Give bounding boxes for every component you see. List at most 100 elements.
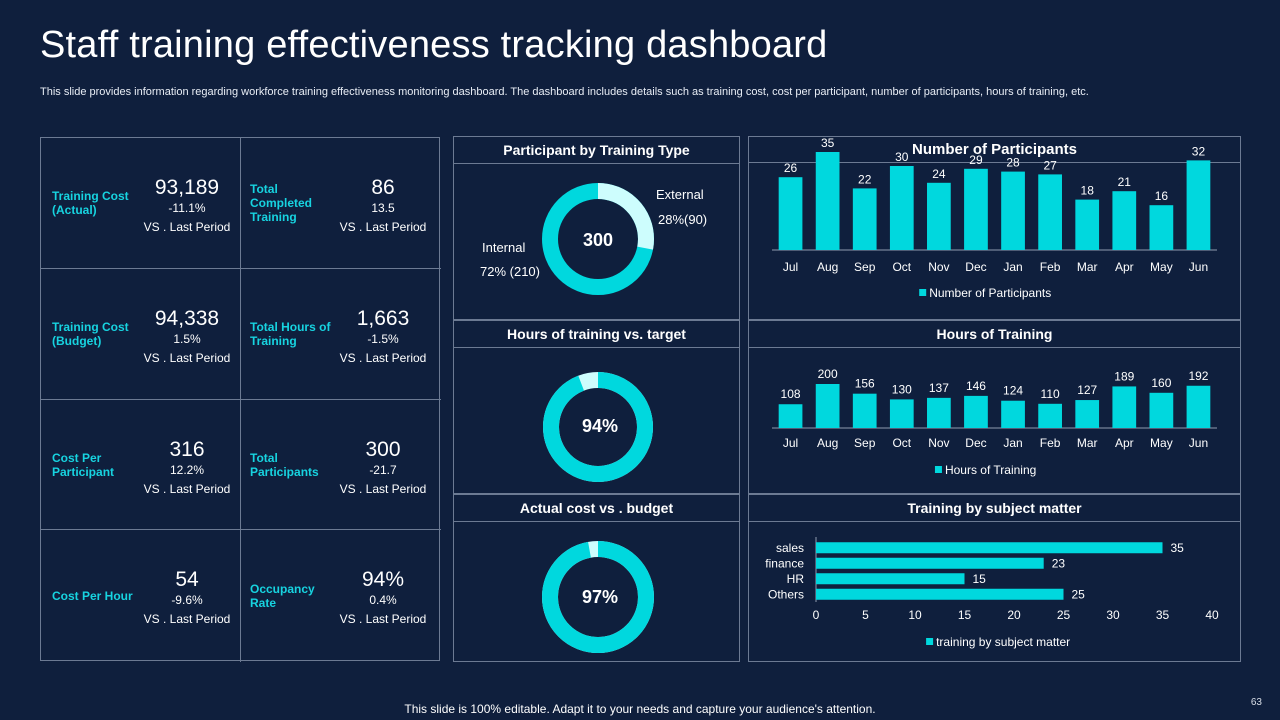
bar (852, 393, 877, 428)
tick-label: May (1150, 260, 1173, 274)
kpi-comparison: VS . Last Period (143, 220, 231, 234)
bar (778, 177, 803, 250)
cost-donut-panel: Actual cost vs . budget 97% (453, 494, 740, 662)
kpi-change: 13.5 (371, 201, 395, 215)
footer-note: This slide is 100% editable. Adapt it to… (404, 702, 876, 716)
internal-label: Internal (482, 240, 525, 255)
kpi-value: 316 (169, 438, 205, 461)
kpi-change: 1.5% (173, 332, 201, 346)
legend-swatch (934, 466, 942, 473)
kpi-change: -21.7 (369, 463, 397, 477)
subject-chart-panel: Training by subject matter 35 sales 23 fina… (748, 494, 1241, 662)
tick-label: May (1150, 436, 1173, 450)
bar (1075, 199, 1100, 250)
bar (1038, 174, 1062, 250)
internal-value: 72% (210) (480, 264, 540, 279)
data-label: 127 (1077, 383, 1097, 397)
data-label: 130 (892, 382, 912, 396)
kpi-comparison: VS . Last Period (339, 351, 427, 365)
hours-chart-panel: Hours of Training 108 Jul 200 Aug 156 Sep 130 O… (748, 320, 1241, 494)
bar (927, 182, 951, 250)
kpi-grid: Training Cost (Actual) 93,189 -11.1% VS … (40, 137, 441, 662)
data-label: 24 (932, 167, 946, 181)
bar (1075, 400, 1100, 428)
hours-bar-chart: 108 Jul 200 Aug 156 Sep 130 Oct 137 Nov 146 Dec 124 J… (772, 367, 1217, 477)
bar (1112, 191, 1137, 250)
donut-progress-segment (543, 372, 653, 482)
kpi-label: Cost Per Hour (52, 589, 133, 603)
legend-label: training by subject matter (936, 635, 1070, 649)
category-label: finance (765, 556, 804, 570)
participant-donut-panel: Participant by Training Type 300 Externa… (453, 136, 740, 320)
tick-label: 40 (1205, 608, 1219, 622)
kpi-label: Cost Per Participant (52, 450, 115, 479)
bar (816, 573, 965, 585)
bar (852, 188, 877, 250)
participants-chart-panel: Number of Participants 26 Jul 35 Aug 22 Sep 30… (748, 136, 1241, 320)
tick-label: 35 (1156, 608, 1170, 622)
kpi-comparison: VS . Last Period (143, 351, 231, 365)
kpi-cost-per-participant: Cost Per Participant 316 12.2% VS . Last… (41, 400, 241, 530)
category-label: HR (787, 572, 805, 586)
kpi-value: 94,338 (154, 307, 220, 330)
kpi-total-participants: Total Participants 300 -21.7 VS . Last P… (241, 400, 441, 530)
tick-label: Apr (1115, 260, 1134, 274)
panel-title: Training by subject matter (749, 495, 1240, 522)
panel-title: Participant by Training Type (454, 137, 739, 164)
external-value: 28%(90) (658, 212, 707, 227)
tick-label: Mar (1077, 260, 1098, 274)
bar (964, 168, 988, 250)
tick-label: Aug (817, 260, 838, 274)
data-label: 26 (784, 161, 798, 175)
bar (964, 395, 988, 428)
bar (816, 588, 1064, 600)
tick-label: 0 (813, 608, 820, 622)
tick-label: Nov (928, 260, 949, 274)
kpi-occupancy-rate: Occupancy Rate 94% 0.4% VS . Last Period (241, 530, 441, 662)
donut-external-segment (542, 183, 654, 295)
legend-swatch (919, 289, 927, 296)
bar (1038, 403, 1062, 428)
hours-donut-chart: 94% (543, 372, 653, 482)
data-label: 22 (858, 172, 872, 186)
kpi-change: 12.2% (169, 463, 205, 477)
data-label: 110 (1041, 387, 1060, 401)
kpi-value: 94% (361, 568, 405, 591)
external-label: External (656, 187, 704, 202)
bar (1001, 171, 1025, 250)
data-label: 30 (895, 150, 909, 164)
participants-bar-chart: 26 Jul 35 Aug 22 Sep 30 Oct 24 Nov 29 Dec 28 Jan 27 Feb… (772, 137, 1217, 300)
kpi-value: 86 (371, 176, 395, 199)
hours-donut-panel: Hours of training vs. target 94% (453, 320, 740, 494)
kpi-training-cost-budget: Training Cost (Budget) 94,338 1.5% VS . … (41, 269, 241, 400)
bar (1149, 392, 1174, 428)
bar (1186, 160, 1211, 250)
cost-donut-chart: 97% (542, 541, 654, 653)
page-subtitle: This slide provides information regardin… (40, 86, 1089, 98)
donut-center-value: 300 (583, 230, 613, 250)
bar (1112, 386, 1137, 428)
tick-label: Apr (1115, 436, 1134, 450)
page-title: Staff training effectiveness tracking da… (40, 24, 828, 66)
bar (1001, 400, 1025, 428)
subject-bar-chart: 35 sales 23 finance 15 HR 25 Others 0 5 10 15 20 25 30… (765, 537, 1219, 649)
legend-label: Hours of Training (945, 463, 1036, 477)
kpi-comparison: VS . Last Period (143, 482, 231, 496)
kpi-training-cost-actual: Training Cost (Actual) 93,189 -11.1% VS … (41, 138, 241, 269)
kpi-comparison: VS . Last Period (143, 612, 231, 626)
tick-label: Jul (783, 436, 798, 450)
kpi-label: Total Completed Training (250, 182, 313, 224)
tick-label: Oct (892, 260, 911, 274)
kpi-total-completed-training: Total Completed Training 86 13.5 VS . La… (241, 138, 441, 269)
kpi-value: 1,663 (356, 307, 410, 330)
legend-label: Number of Participants (929, 286, 1051, 300)
tick-label: Jan (1003, 436, 1022, 450)
data-label: 23 (1052, 556, 1066, 570)
tick-label: Nov (928, 436, 949, 450)
kpi-label: Occupancy Rate (250, 582, 315, 610)
kpi-value: 300 (365, 438, 401, 461)
data-label: 25 (1072, 587, 1086, 601)
data-label: 32 (1192, 144, 1206, 158)
tick-label: Oct (892, 436, 911, 450)
bar (927, 397, 951, 428)
